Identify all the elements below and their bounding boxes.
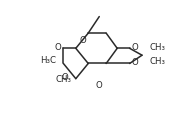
Text: O: O — [132, 43, 138, 52]
Text: O: O — [55, 43, 61, 52]
Text: CH₃: CH₃ — [150, 43, 166, 52]
Text: CH₃: CH₃ — [150, 57, 166, 66]
Text: H₃C: H₃C — [40, 56, 56, 65]
Text: O: O — [96, 81, 103, 90]
Text: O: O — [61, 73, 68, 83]
Text: O: O — [79, 36, 86, 45]
Text: CH₃: CH₃ — [55, 75, 71, 84]
Text: O: O — [132, 58, 138, 67]
